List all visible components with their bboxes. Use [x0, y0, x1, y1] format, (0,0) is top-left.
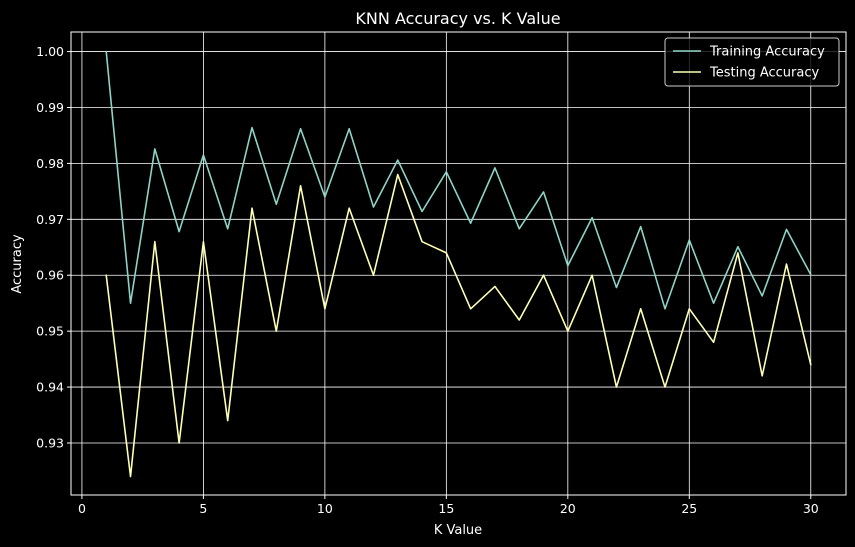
x-tick-label: 15	[438, 501, 454, 516]
x-tick-label: 20	[560, 501, 576, 516]
series-line-training	[105, 50, 812, 310]
x-tick-label: 10	[317, 501, 333, 516]
y-axis-ticks: 0.93 0.94 0.95 0.96 0.97 0.98 0.99 1.00	[36, 44, 71, 450]
y-tick-label: 1.00	[36, 44, 64, 59]
legend-label: Testing Accuracy	[709, 66, 819, 81]
x-tick-label: 30	[803, 501, 819, 516]
y-tick-label: 0.99	[36, 100, 64, 115]
x-tick-label: 25	[681, 501, 697, 516]
y-tick-label: 0.96	[36, 268, 64, 283]
legend-label: Training Accuracy	[709, 45, 825, 60]
series-line-testing	[105, 173, 812, 478]
y-tick-label: 0.93	[36, 435, 64, 450]
legend-box	[664, 37, 840, 87]
y-tick-label: 0.95	[36, 324, 64, 339]
x-tick-label: 5	[199, 501, 207, 516]
x-axis-ticks: 0 5 10 15 20 25 30	[78, 495, 819, 516]
plot-frame	[70, 31, 847, 496]
series-lines	[105, 50, 812, 478]
x-axis-label: K Value	[434, 523, 482, 538]
legend: Training Accuracy Testing Accuracy	[664, 37, 840, 87]
x-tick-label: 0	[78, 501, 86, 516]
y-tick-label: 0.94	[36, 380, 64, 395]
y-tick-label: 0.98	[36, 156, 64, 171]
y-axis-label: Accuracy	[10, 234, 25, 294]
chart-title: KNN Accuracy vs. K Value	[355, 9, 560, 28]
y-tick-label: 0.97	[36, 212, 64, 227]
